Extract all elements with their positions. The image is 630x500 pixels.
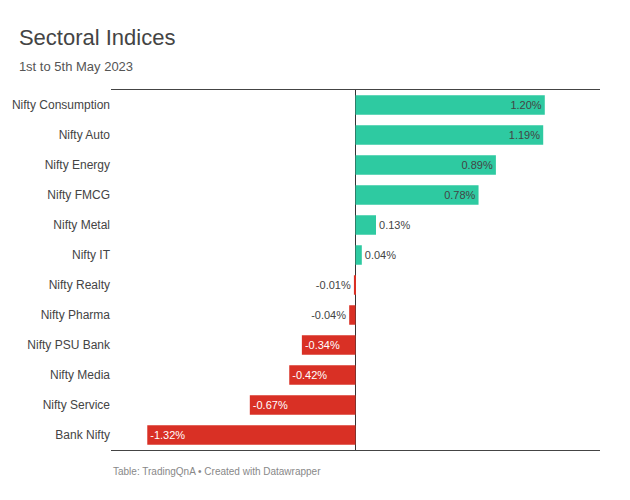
svg-text:Nifty Service: Nifty Service bbox=[43, 398, 111, 412]
svg-text:Nifty Media: Nifty Media bbox=[50, 368, 110, 382]
svg-text:Nifty Consumption: Nifty Consumption bbox=[12, 98, 110, 112]
svg-text:-0.42%: -0.42% bbox=[292, 369, 327, 381]
svg-text:0.78%: 0.78% bbox=[444, 189, 475, 201]
svg-text:Sectoral Indices: Sectoral Indices bbox=[19, 25, 176, 50]
svg-text:1.19%: 1.19% bbox=[509, 129, 540, 141]
svg-text:-0.01%: -0.01% bbox=[316, 279, 351, 291]
svg-text:-0.34%: -0.34% bbox=[305, 339, 340, 351]
svg-text:Nifty IT: Nifty IT bbox=[72, 248, 111, 262]
svg-text:0.13%: 0.13% bbox=[379, 219, 410, 231]
svg-text:0.04%: 0.04% bbox=[365, 249, 396, 261]
svg-text:1.20%: 1.20% bbox=[510, 99, 541, 111]
svg-text:Nifty Realty: Nifty Realty bbox=[49, 278, 110, 292]
svg-text:Nifty Pharma: Nifty Pharma bbox=[41, 308, 111, 322]
svg-text:Nifty Energy: Nifty Energy bbox=[45, 158, 110, 172]
svg-text:Nifty FMCG: Nifty FMCG bbox=[47, 188, 110, 202]
svg-text:Nifty Auto: Nifty Auto bbox=[59, 128, 111, 142]
svg-text:0.89%: 0.89% bbox=[461, 159, 492, 171]
svg-text:Nifty Metal: Nifty Metal bbox=[53, 218, 110, 232]
svg-text:-1.32%: -1.32% bbox=[150, 429, 185, 441]
svg-text:Bank Nifty: Bank Nifty bbox=[55, 428, 110, 442]
svg-text:1st to 5th May 2023: 1st to 5th May 2023 bbox=[19, 59, 133, 74]
svg-text:-0.67%: -0.67% bbox=[253, 399, 288, 411]
svg-text:Nifty PSU Bank: Nifty PSU Bank bbox=[27, 338, 111, 352]
svg-text:Table: TradingQnA • Created wi: Table: TradingQnA • Created with Datawra… bbox=[113, 466, 321, 477]
svg-text:-0.04%: -0.04% bbox=[311, 309, 346, 321]
